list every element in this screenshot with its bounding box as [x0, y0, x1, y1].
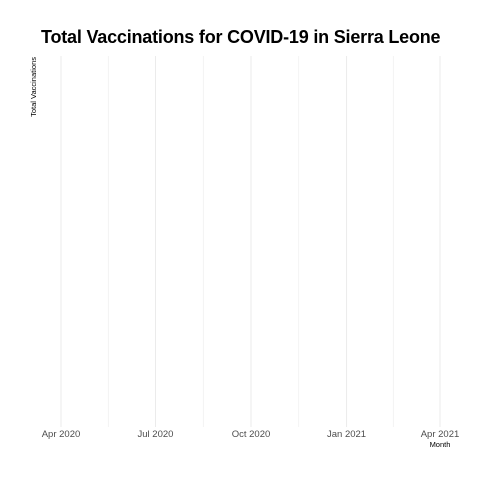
x-tick-label: Apr 2021	[421, 429, 460, 440]
x-tick-label: Oct 2020	[232, 429, 271, 440]
x-axis-title: Month	[430, 440, 451, 449]
y-axis-title: Total Vaccinations	[29, 57, 38, 117]
grid-lines	[60, 56, 441, 427]
chart-title: Total Vaccinations for COVID-19 in Sierr…	[41, 27, 441, 47]
x-tick-label: Jul 2020	[138, 429, 174, 440]
x-tick-label: Jan 2021	[327, 429, 366, 440]
x-axis-ticks: Apr 2020 Jul 2020 Oct 2020 Jan 2021 Apr 2021	[42, 429, 460, 440]
x-tick-label: Apr 2020	[42, 429, 81, 440]
